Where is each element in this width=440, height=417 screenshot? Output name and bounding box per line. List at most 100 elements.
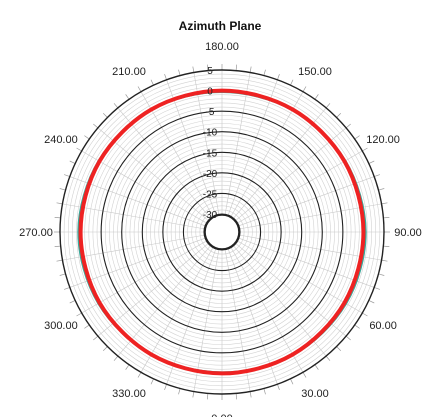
outer-tick (178, 388, 181, 395)
radial-tick-label: -20 (203, 169, 218, 180)
grid-spoke (239, 234, 382, 261)
outer-tick (362, 312, 368, 317)
grid-spoke (238, 176, 375, 227)
grid-spoke (140, 91, 214, 217)
grid-spoke (166, 248, 217, 385)
major-grid-ring (162, 172, 282, 292)
angle-label: 30.00 (301, 388, 329, 400)
grid-spoke (235, 243, 347, 337)
major-grid-ring (141, 151, 303, 313)
outer-tick (381, 259, 388, 262)
angle-label: 300.00 (44, 320, 78, 332)
outer-tick (56, 202, 63, 205)
outer-tick (64, 174, 70, 177)
grid-spoke (239, 203, 382, 230)
grid-spoke (235, 127, 347, 221)
angle-label: 180.00 (205, 41, 239, 53)
outer-tick (378, 188, 385, 191)
outer-tick (290, 79, 294, 86)
outer-tick (336, 346, 342, 352)
radial-tick-label: 5 (207, 66, 213, 77)
chart-title: Azimuth Plane (179, 19, 262, 33)
outer-tick (325, 355, 331, 361)
outer-tick (93, 123, 99, 129)
grid-spoke (233, 107, 327, 219)
outer-tick (125, 364, 130, 370)
outer-tick (374, 287, 380, 290)
outer-tick (249, 66, 252, 73)
outer-tick (192, 391, 195, 398)
outer-tick (76, 147, 82, 152)
outer-tick (368, 300, 375, 304)
labels-group: 180.00 150.00 120.00 90.00 60.00 30.00 0.00 330… (19, 41, 422, 417)
major-grid-ring (121, 131, 323, 333)
grid-spoke (238, 237, 375, 288)
radial-tick-label: -15 (203, 148, 218, 159)
grid-spoke (227, 248, 278, 385)
grid-spoke (69, 176, 206, 227)
angle-label: 150.00 (298, 66, 332, 78)
outer-tick (378, 273, 385, 276)
outer-tick (113, 103, 119, 109)
outer-tick (150, 378, 154, 385)
grid-spoke (97, 243, 209, 337)
major-grid-ring (59, 69, 385, 395)
outer-tick (56, 259, 63, 262)
outer-tick (314, 364, 319, 370)
outer-tick (374, 174, 380, 177)
outer-tick (277, 384, 280, 390)
center-hole (204, 214, 240, 250)
outer-tick (302, 86, 307, 92)
outer-tick (150, 79, 154, 86)
grid-spoke (69, 237, 206, 288)
outer-tick (263, 388, 266, 395)
outer-tick (76, 312, 82, 317)
grid-spoke (193, 72, 220, 215)
radial-tick-label: -10 (203, 128, 218, 139)
grid-spoke (117, 245, 211, 357)
major-grid-ring (100, 110, 344, 354)
outer-tick (54, 245, 61, 247)
outer-tick (368, 160, 375, 164)
grid-spoke (224, 72, 251, 215)
outer-tick (277, 74, 280, 80)
grid-spoke (224, 249, 251, 392)
outer-tick (59, 188, 66, 191)
grid-spoke (230, 91, 304, 217)
angle-label: 240.00 (44, 134, 78, 146)
outer-tick (235, 64, 237, 71)
outer-tick (383, 217, 390, 219)
outer-tick (84, 324, 90, 329)
outer-tick (290, 378, 294, 385)
outer-tick (64, 287, 70, 290)
grid-spoke (193, 249, 220, 392)
outer-tick (314, 94, 319, 100)
outer-tick (354, 324, 360, 329)
outer-tick (235, 393, 237, 400)
outer-tick (249, 391, 252, 398)
outer-tick (59, 273, 66, 276)
grid-spoke (166, 79, 217, 216)
outer-tick (345, 123, 351, 129)
grid-spoke (117, 107, 211, 219)
grid-spoke (230, 247, 304, 373)
grid-spoke (227, 79, 278, 216)
grid-spoke (81, 240, 207, 314)
outer-tick (125, 94, 130, 100)
grid-spoke (81, 150, 207, 224)
angle-label: 330.00 (112, 388, 146, 400)
grid-spoke (237, 150, 363, 224)
outer-tick (54, 217, 61, 219)
outer-tick (84, 135, 90, 140)
grid-spoke (237, 240, 363, 314)
major-grid-ring (203, 213, 241, 251)
radial-tick-label: -25 (203, 189, 218, 200)
outer-tick (102, 112, 108, 118)
outer-tick (263, 69, 266, 76)
radial-tick-label: -5 (206, 107, 215, 118)
outer-tick (192, 66, 195, 73)
outer-tick (178, 69, 181, 76)
outer-tick (164, 74, 167, 80)
outer-tick (207, 64, 209, 71)
